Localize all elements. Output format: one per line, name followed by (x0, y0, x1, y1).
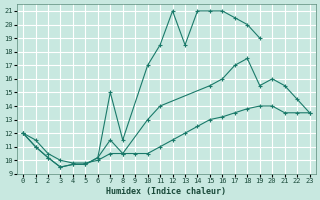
X-axis label: Humidex (Indice chaleur): Humidex (Indice chaleur) (106, 187, 226, 196)
